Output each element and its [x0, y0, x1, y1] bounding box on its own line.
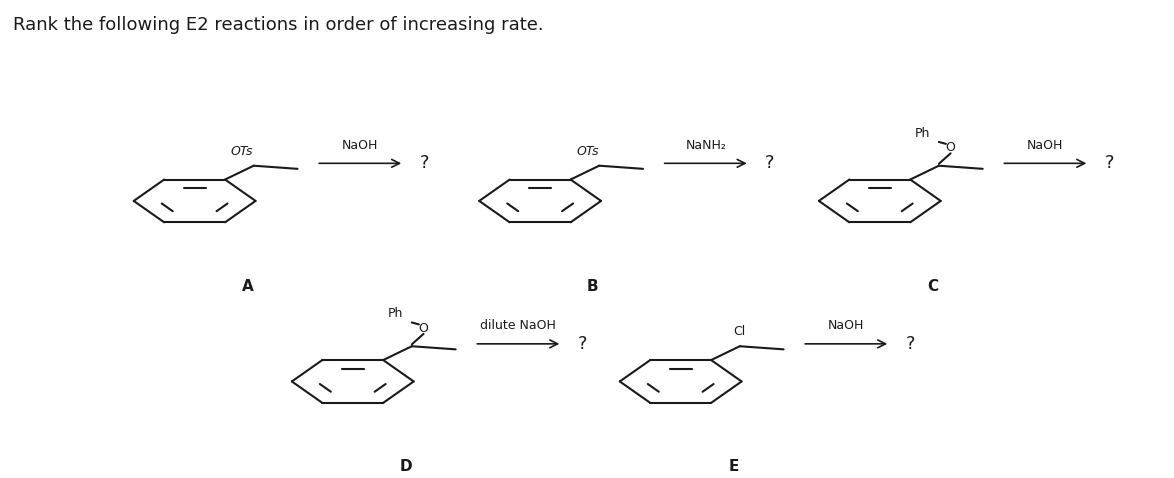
Text: ?: ? — [419, 154, 429, 173]
Text: OTs: OTs — [231, 145, 254, 158]
Text: ?: ? — [1105, 154, 1114, 173]
Text: NaOH: NaOH — [342, 139, 378, 152]
Text: O: O — [945, 141, 956, 154]
Text: Rank the following E2 reactions in order of increasing rate.: Rank the following E2 reactions in order… — [13, 16, 544, 33]
Text: O: O — [419, 322, 429, 335]
Text: E: E — [728, 459, 738, 475]
Text: NaOH: NaOH — [828, 319, 864, 333]
Text: B: B — [587, 279, 599, 294]
Text: Cl: Cl — [734, 325, 745, 337]
Text: OTs: OTs — [576, 145, 599, 158]
Text: C: C — [927, 279, 938, 294]
Text: ?: ? — [578, 335, 587, 353]
Text: NaNH₂: NaNH₂ — [686, 139, 727, 152]
Text: Ph: Ph — [915, 127, 930, 140]
Text: Ph: Ph — [387, 307, 403, 320]
Text: ?: ? — [905, 335, 915, 353]
Text: NaOH: NaOH — [1027, 139, 1064, 152]
Text: D: D — [399, 459, 412, 475]
Text: A: A — [242, 279, 254, 294]
Text: ?: ? — [764, 154, 775, 173]
Text: dilute NaOH: dilute NaOH — [480, 319, 556, 333]
